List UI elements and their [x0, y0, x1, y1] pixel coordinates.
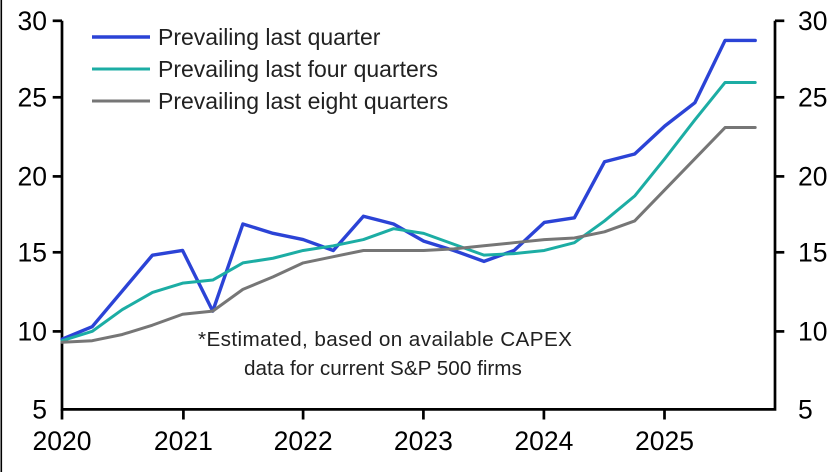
svg-text:30: 30 [798, 6, 827, 36]
svg-text:Prevailing last eight quarters: Prevailing last eight quarters [158, 88, 448, 114]
svg-text:15: 15 [18, 238, 47, 268]
svg-text:5: 5 [32, 395, 47, 425]
svg-text:data for current S&P 500 firms: data for current S&P 500 firms [244, 357, 522, 380]
svg-text:5: 5 [798, 395, 813, 425]
svg-text:20: 20 [18, 162, 47, 192]
svg-text:25: 25 [798, 83, 827, 113]
svg-text:Prevailing last four quarters: Prevailing last four quarters [158, 56, 438, 82]
svg-text:2023: 2023 [394, 426, 453, 456]
svg-text:2025: 2025 [635, 426, 694, 456]
svg-text:15: 15 [798, 238, 827, 268]
svg-text:2021: 2021 [154, 426, 213, 456]
svg-text:10: 10 [18, 317, 47, 347]
svg-text:Prevailing last quarter: Prevailing last quarter [158, 24, 381, 50]
svg-text:2020: 2020 [33, 426, 92, 456]
svg-text:10: 10 [798, 317, 827, 347]
svg-text:2022: 2022 [274, 426, 333, 456]
svg-text:20: 20 [798, 162, 827, 192]
svg-text:30: 30 [18, 6, 47, 36]
svg-text:25: 25 [18, 83, 47, 113]
svg-text:2024: 2024 [514, 426, 573, 456]
svg-text:*Estimated, based on available: *Estimated, based on available CAPEX [198, 328, 572, 351]
